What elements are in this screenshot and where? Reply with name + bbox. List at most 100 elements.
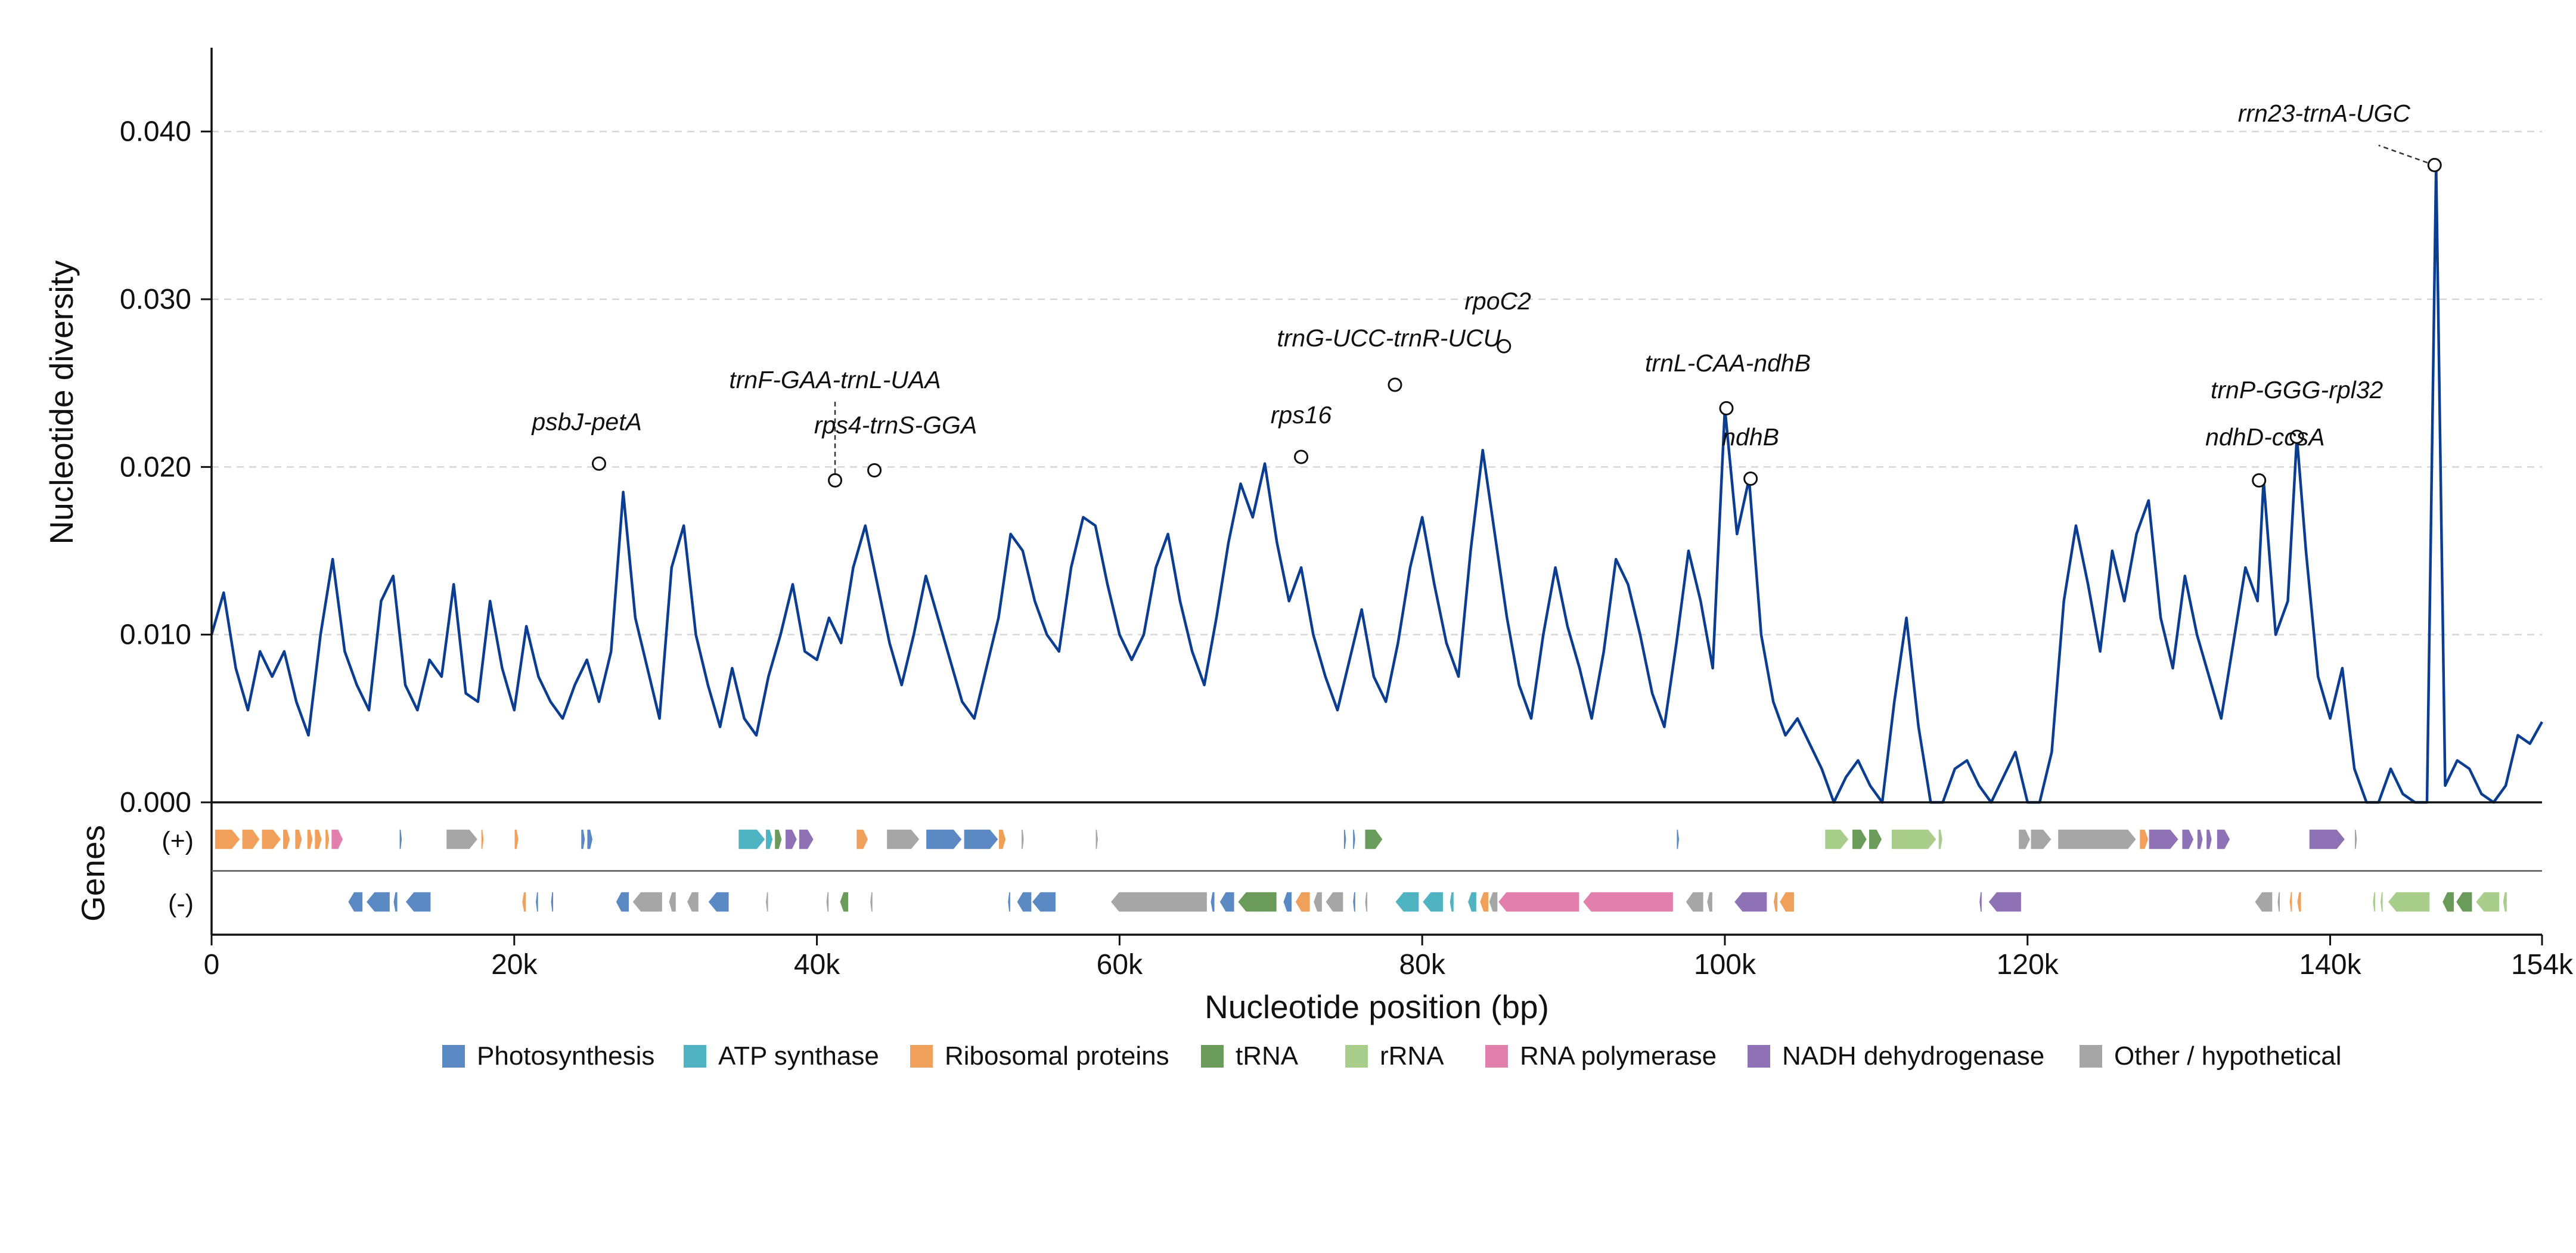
gene-block xyxy=(1891,829,1938,850)
gene-block xyxy=(925,829,963,850)
gene-block xyxy=(365,891,391,913)
gene-block xyxy=(1394,891,1420,913)
gene-block xyxy=(2372,891,2376,913)
peak-marker xyxy=(591,456,606,471)
peak-label: trnP-GGG-rpl32 xyxy=(2211,376,2383,404)
legend-swatch xyxy=(2080,1045,2102,1068)
y-tick-label: 0.020 xyxy=(120,451,191,483)
gene-block xyxy=(2296,891,2302,913)
x-axis-title: Nucleotide position (bp) xyxy=(1205,988,1549,1025)
gene-block xyxy=(668,891,677,913)
gene-block xyxy=(765,829,774,850)
gene-block xyxy=(1675,829,1680,850)
gene-block xyxy=(1706,891,1714,913)
x-tick-label: 154k xyxy=(2511,949,2574,981)
gene-block xyxy=(1938,829,1944,850)
peak-label: psbJ-petA xyxy=(530,408,642,435)
gene-block xyxy=(2057,829,2137,850)
gene-block xyxy=(1209,891,1216,913)
gene-block xyxy=(686,891,700,913)
gene-block xyxy=(998,829,1007,850)
gene-block xyxy=(2018,829,2031,850)
gene-block xyxy=(855,829,869,850)
gene-block xyxy=(2030,829,2053,850)
gene-block xyxy=(1352,891,1357,913)
peak-marker xyxy=(828,473,843,488)
gene-block xyxy=(963,829,1000,850)
x-tick-label: 20k xyxy=(491,949,538,981)
gene-block xyxy=(1733,891,1768,913)
gene-block xyxy=(261,829,282,850)
peak-marker xyxy=(1719,401,1734,415)
legend-swatch xyxy=(1748,1045,1770,1068)
legend-label: Other / hypothetical xyxy=(2114,1041,2342,1071)
x-tick-label: 120k xyxy=(1997,949,2059,981)
gene-block xyxy=(1016,891,1032,913)
gene-block xyxy=(1343,829,1347,850)
gene-block xyxy=(774,829,783,850)
gene-block xyxy=(514,829,520,850)
gene-block xyxy=(631,891,663,913)
gene-track-title: Genes xyxy=(75,825,111,922)
gene-block xyxy=(2139,829,2149,850)
diversity-line xyxy=(210,163,2543,804)
gene-block xyxy=(869,891,874,913)
x-tick-label: 60k xyxy=(1097,949,1143,981)
plus-strand-label: (+) xyxy=(162,827,194,855)
gene-block xyxy=(586,829,594,850)
gene-block xyxy=(241,829,261,850)
gene-block xyxy=(521,891,527,913)
gene-block xyxy=(1449,891,1455,913)
gene-block xyxy=(2387,891,2431,913)
gene-block xyxy=(1978,891,1983,913)
axes xyxy=(210,48,2542,936)
gene-block xyxy=(1779,891,1795,913)
gene-block xyxy=(314,829,323,850)
gene-block xyxy=(784,829,798,850)
gene-block xyxy=(2475,891,2500,913)
gene-block xyxy=(330,829,344,850)
gene-block xyxy=(480,829,485,850)
legend-swatch xyxy=(910,1045,933,1068)
gene-block xyxy=(2276,891,2281,913)
peak-label: trnG-UCC-trnR-UCU xyxy=(1277,324,1501,352)
gene-block xyxy=(707,891,730,913)
gene-block xyxy=(2148,829,2180,850)
y-tick-label: 0.030 xyxy=(120,284,191,315)
x-tick-label: 140k xyxy=(2299,949,2361,981)
peak-marker xyxy=(1497,339,1512,353)
peak-label: ndhD-ccsA xyxy=(2205,423,2325,451)
gene-block xyxy=(1364,829,1384,850)
gene-block xyxy=(1031,891,1057,913)
legend-swatch xyxy=(1485,1045,1508,1068)
gene-block xyxy=(886,829,921,850)
gene-block xyxy=(580,829,586,850)
gene-block xyxy=(1237,891,1278,913)
gene-block xyxy=(550,891,554,913)
gene-block xyxy=(2308,829,2346,850)
peak-label: trnL-CAA-ndhB xyxy=(1645,349,1811,377)
peak-label: ndhB xyxy=(1722,423,1779,451)
gene-block xyxy=(2254,891,2273,913)
gene-block xyxy=(445,829,479,850)
gene-block xyxy=(1467,891,1478,913)
gene-block xyxy=(839,891,849,913)
legend-swatch xyxy=(442,1045,465,1068)
gene-block xyxy=(405,891,432,913)
peak-label: trnF-GAA-trnL-UAA xyxy=(729,366,941,393)
gene-block xyxy=(1295,891,1311,913)
x-tick-label: 40k xyxy=(794,949,840,981)
y-axis-title: Nucleotide diversity xyxy=(43,260,80,544)
legend-label: Photosynthesis xyxy=(477,1041,654,1071)
gene-block xyxy=(615,891,630,913)
x-axis-ticks: 0 20k 40k 60k 80k 100k 120k 140k 154k xyxy=(204,935,2574,981)
legend-label: rRNA xyxy=(1380,1041,1444,1071)
peak-annotations: psbJ-petA trnF-GAA-trnL-UAA rps4-trnS-GGA r… xyxy=(530,100,2442,488)
gene-block xyxy=(1987,891,2022,913)
peak-label: rpoC2 xyxy=(1464,287,1531,315)
gene-block xyxy=(282,829,291,850)
gene-block xyxy=(2205,829,2213,850)
gene-block xyxy=(294,829,303,850)
gene-block xyxy=(2379,891,2384,913)
